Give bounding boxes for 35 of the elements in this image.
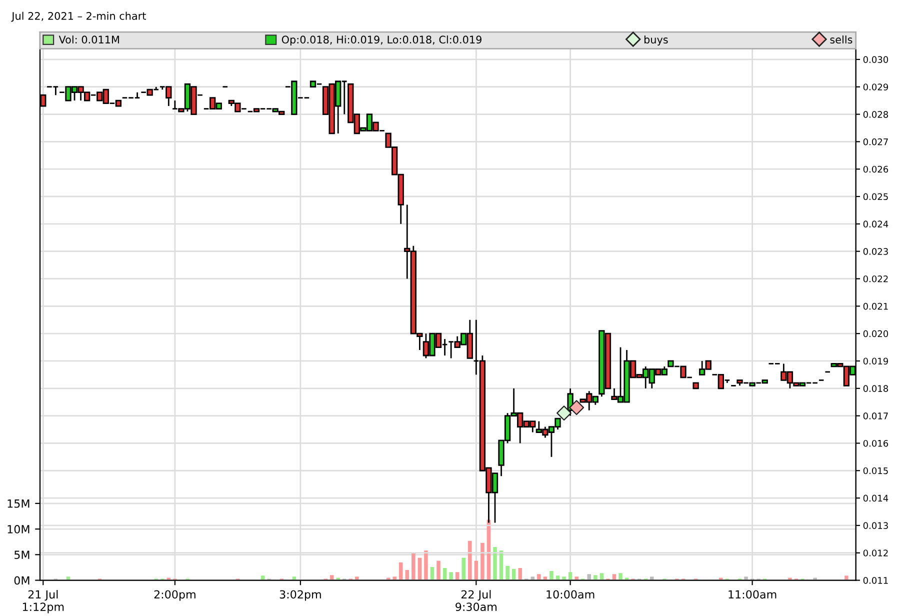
y-tick-label: 15M [8, 500, 30, 508]
y2-tick-label: 0.013 [863, 522, 888, 530]
x-tick-label: 2:00pm [154, 590, 196, 601]
y2-tick-label: 0.027 [863, 138, 888, 146]
y2-tick-label: 0.030 [863, 56, 888, 63]
x-tick-label: 22 Jul 9:30am [456, 590, 497, 612]
y2-tick-label: 0.024 [863, 220, 888, 228]
y2-tick-label: 0.020 [863, 330, 888, 338]
x-tick-label: 10:00am [546, 590, 594, 599]
y2-tick-label: 0.011 [863, 577, 888, 584]
y2-tick-label: 0.018 [863, 385, 888, 392]
chart-subtitle: Jul 22, 2021 – 2-min chart [11, 12, 146, 22]
legend-label: buys [644, 35, 668, 46]
legend-label: sells [830, 35, 852, 44]
y-tick-label: 10M [8, 525, 30, 534]
legend-label: Op:0.018, Hi:0.019, Lo:0.018, Cl:0.019 [282, 35, 482, 46]
y2-tick-label: 0.029 [863, 84, 888, 90]
y2-tick-label: 0.015 [863, 467, 888, 474]
y2-tick-label: 0.012 [863, 550, 888, 556]
y2-tick-label: 0.016 [863, 440, 888, 447]
y2-tick-label: 0.017 [863, 412, 888, 420]
y2-tick-label: 0.022 [863, 275, 888, 282]
y2-tick-label: 0.019 [863, 358, 888, 365]
y2-tick-label: 0.021 [863, 302, 888, 310]
legend-label: Vol: 0.011M [58, 35, 119, 44]
y2-tick-label: 0.026 [863, 166, 888, 173]
y2-tick-label: 0.023 [863, 248, 888, 255]
y2-tick-label: 0.014 [863, 494, 888, 502]
x-tick-label: 3:02pm [280, 590, 321, 601]
y-tick-label: 0M [14, 576, 30, 585]
y-tick-label: 5M [14, 550, 30, 560]
y2-tick-label: 0.028 [863, 111, 888, 118]
y2-tick-label: 0.025 [863, 193, 888, 200]
x-tick-label: 21 Jul 1:12pm [22, 590, 64, 614]
x-tick-label: 11:00am [728, 590, 776, 599]
